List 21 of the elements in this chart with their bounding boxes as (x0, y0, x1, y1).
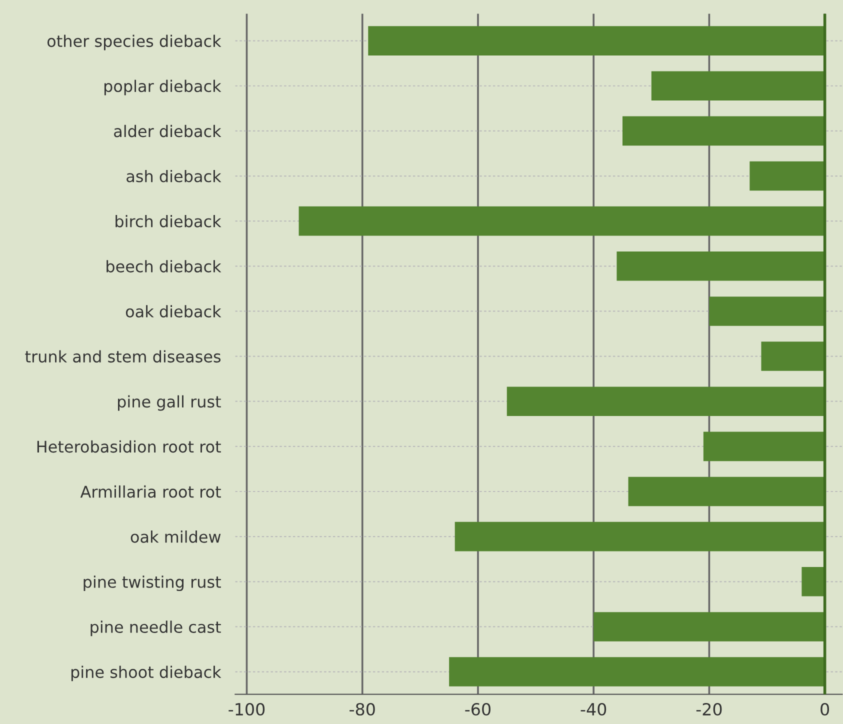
y-tick-label: other species dieback (47, 34, 222, 50)
y-tick-label: pine twisting rust (84, 576, 221, 592)
x-tick-label: 0 (820, 702, 830, 716)
y-tick-label: oak dieback (126, 305, 222, 318)
y-tick-label: Heterobasidion root rot (37, 440, 221, 453)
y-tick-label: pine gall rust (118, 395, 221, 411)
y-tick-label: birch dieback (116, 215, 222, 228)
y-tick-label: trunk and stem diseases (25, 350, 221, 363)
y-tick-label: alder dieback (114, 124, 222, 138)
y-tick-label: beech dieback (106, 260, 222, 272)
y-tick-label: poplar dieback (104, 80, 222, 96)
x-tick-label: -80 (350, 702, 375, 716)
x-tick-label: -20 (696, 702, 722, 716)
y-tick-label: ash dieback (126, 170, 222, 182)
y-tick-label: oak mildew (130, 530, 221, 543)
y-tick-label: pine needle cast (90, 620, 221, 636)
y-tick-label: Armillaria root rot (80, 485, 221, 498)
x-tick-label: -60 (465, 702, 490, 716)
y-tick-label: pine shoot dieback (71, 666, 222, 682)
x-tick-label: -40 (580, 702, 606, 716)
x-tick-label: -100 (228, 702, 265, 716)
